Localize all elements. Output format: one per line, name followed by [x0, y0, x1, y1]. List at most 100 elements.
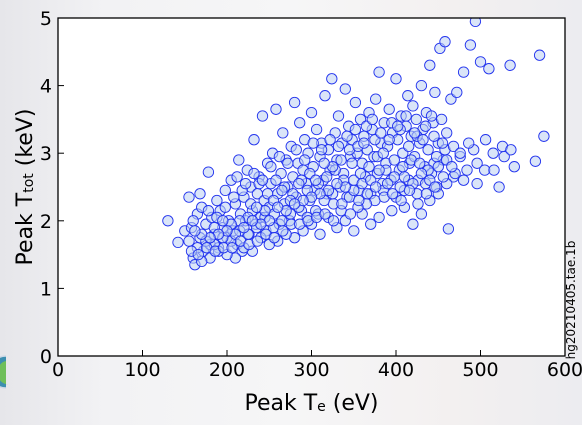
data-point	[422, 144, 434, 156]
data-point	[251, 235, 264, 247]
data-point	[290, 144, 302, 156]
data-point	[461, 164, 473, 176]
data-point	[441, 127, 453, 139]
data-point	[370, 181, 382, 193]
data-point	[454, 147, 466, 159]
data-point	[187, 215, 199, 227]
data-point	[315, 144, 328, 156]
data-point	[464, 39, 477, 51]
data-point	[457, 174, 470, 186]
data-point	[375, 127, 387, 139]
y-tick-label: 0	[40, 346, 52, 368]
data-point	[336, 198, 348, 210]
data-point	[341, 130, 353, 142]
data-point	[233, 154, 245, 166]
data-point	[332, 110, 345, 122]
data-point	[457, 66, 470, 78]
data-point	[430, 150, 443, 163]
y-tick-label: 3	[40, 143, 52, 165]
figure-id-annotation: hg20210405.tae.1b	[564, 241, 578, 360]
data-point	[277, 127, 289, 139]
data-point	[331, 177, 343, 190]
y-tick-label: 1	[40, 278, 52, 300]
data-point	[412, 198, 424, 210]
y-tick-label: 4	[40, 76, 52, 98]
data-point	[349, 123, 362, 136]
data-point	[326, 73, 338, 85]
data-point	[238, 221, 250, 234]
data-point	[388, 154, 400, 166]
data-point	[397, 161, 409, 173]
data-point	[288, 96, 301, 109]
data-point	[211, 194, 223, 207]
data-point	[194, 188, 206, 200]
data-point	[414, 157, 426, 169]
data-point	[217, 215, 229, 227]
data-point	[344, 208, 357, 220]
data-point	[183, 191, 195, 203]
data-point	[332, 140, 345, 153]
data-point	[533, 49, 546, 61]
data-point	[231, 171, 243, 183]
data-point	[488, 164, 500, 176]
data-point	[424, 59, 436, 71]
data-point	[383, 103, 395, 115]
data-points	[162, 18, 550, 271]
data-point	[272, 201, 284, 213]
data-point	[348, 225, 360, 237]
data-point	[471, 177, 483, 190]
data-point	[373, 164, 385, 176]
data-point	[419, 120, 432, 132]
data-point	[392, 120, 404, 132]
data-point	[390, 73, 402, 85]
data-point	[228, 191, 240, 203]
data-point	[219, 201, 231, 213]
data-point	[471, 157, 483, 169]
x-tick-label: 200	[209, 359, 245, 381]
data-point	[250, 201, 263, 213]
data-point	[483, 63, 495, 75]
data-point	[268, 232, 280, 244]
data-point	[276, 184, 288, 197]
data-point	[239, 177, 252, 190]
data-point	[293, 177, 305, 190]
data-point	[383, 134, 395, 146]
data-point	[508, 161, 520, 173]
x-tick-label: 100	[124, 359, 160, 381]
data-point	[446, 161, 458, 173]
data-point	[307, 137, 319, 149]
data-point	[451, 86, 463, 99]
y-tick-label: 5	[40, 8, 52, 30]
x-tick-label: 300	[293, 359, 329, 381]
data-point	[321, 171, 333, 183]
data-point	[403, 184, 416, 197]
data-point	[395, 194, 407, 207]
data-point	[248, 167, 260, 180]
data-point	[273, 150, 286, 163]
x-tick-label: 0	[52, 359, 64, 381]
data-point	[370, 93, 382, 105]
x-axis-ticks: 0 100 200 300 400 500 600	[52, 350, 582, 381]
data-point	[407, 100, 419, 112]
data-point	[415, 167, 428, 180]
data-point	[172, 236, 184, 249]
data-point	[299, 154, 311, 166]
data-point	[407, 218, 419, 230]
data-point	[373, 211, 385, 224]
data-point	[436, 137, 449, 149]
data-point	[400, 110, 412, 122]
data-point	[324, 134, 336, 146]
data-point	[361, 188, 373, 200]
data-point	[219, 184, 231, 197]
data-point	[366, 113, 378, 126]
data-point	[358, 137, 370, 149]
y-axis-label: Peak Ttot (keV)	[13, 109, 38, 266]
data-point	[432, 161, 444, 173]
data-point	[294, 117, 306, 129]
data-point	[256, 174, 269, 186]
data-point	[318, 157, 330, 169]
data-point	[505, 144, 517, 156]
data-point	[319, 208, 331, 220]
data-point	[469, 18, 482, 28]
data-point	[410, 113, 422, 126]
